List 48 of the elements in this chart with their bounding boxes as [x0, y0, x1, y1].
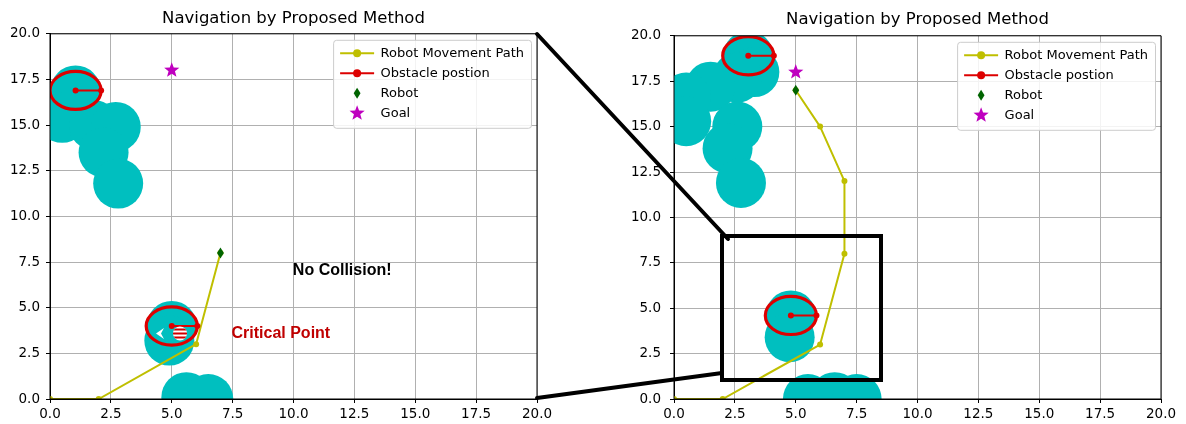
- legend-label: Robot Movement Path: [1004, 46, 1148, 62]
- x-tick-label: 17.5: [1085, 404, 1116, 421]
- y-tick-label: 12.5: [630, 162, 661, 179]
- y-tick-label: 10.0: [630, 207, 661, 224]
- y-tick-label: 15.0: [630, 117, 661, 134]
- x-tick-label: 15.0: [1024, 404, 1055, 421]
- legend-label: Obstacle postion: [380, 64, 490, 80]
- x-tick-label: 10.0: [278, 404, 309, 421]
- x-tick-label: 5.0: [785, 404, 807, 421]
- y-tick-label: 20.0: [630, 26, 661, 43]
- x-tick-label: 7.5: [221, 404, 244, 421]
- y-tick-label: 5.0: [18, 298, 40, 315]
- x-tick-label: 15.0: [400, 404, 431, 421]
- y-tick-label: 2.5: [18, 343, 40, 360]
- x-tick-label: 17.5: [461, 404, 492, 421]
- y-tick-label: 7.5: [18, 252, 40, 269]
- y-tick-label: 0.0: [639, 389, 661, 406]
- x-tick-label: 10.0: [902, 404, 933, 421]
- chart-title: Navigation by Proposed Method: [162, 8, 425, 28]
- y-tick-label: 2.5: [639, 344, 661, 361]
- legend-label: Goal: [380, 104, 411, 120]
- legend-label: Obstacle postion: [1004, 66, 1114, 82]
- x-tick-label: 2.5: [100, 404, 122, 421]
- y-tick-label: 17.5: [630, 71, 661, 88]
- legend-label: Goal: [1004, 106, 1035, 122]
- x-tick-label: 12.5: [339, 404, 370, 421]
- y-tick-label: 12.5: [9, 161, 40, 178]
- annotation: No Collision!: [292, 260, 392, 278]
- legend-label: Robot: [380, 84, 419, 100]
- x-tick-label: 0.0: [39, 404, 61, 421]
- legend-label: Robot Movement Path: [380, 44, 524, 60]
- x-tick-label: 2.5: [724, 404, 746, 421]
- chart-title: Navigation by Proposed Method: [786, 9, 1049, 29]
- legend-label: Robot: [1004, 86, 1043, 102]
- x-tick-label: 12.5: [963, 404, 994, 421]
- y-tick-label: 0.0: [18, 389, 40, 406]
- y-tick-label: 20.0: [9, 24, 40, 41]
- x-tick-label: 20.0: [1145, 404, 1177, 421]
- y-tick-label: 10.0: [9, 206, 40, 223]
- x-tick-label: 20.0: [521, 404, 553, 421]
- y-tick-label: 5.0: [639, 298, 661, 315]
- x-tick-label: 0.0: [663, 404, 685, 421]
- y-tick-label: 15.0: [9, 115, 40, 132]
- y-tick-label: 7.5: [639, 253, 661, 270]
- x-tick-label: 7.5: [845, 404, 868, 421]
- y-tick-label: 17.5: [9, 69, 40, 86]
- x-tick-label: 5.0: [161, 404, 183, 421]
- annotation: Critical Point: [231, 324, 331, 342]
